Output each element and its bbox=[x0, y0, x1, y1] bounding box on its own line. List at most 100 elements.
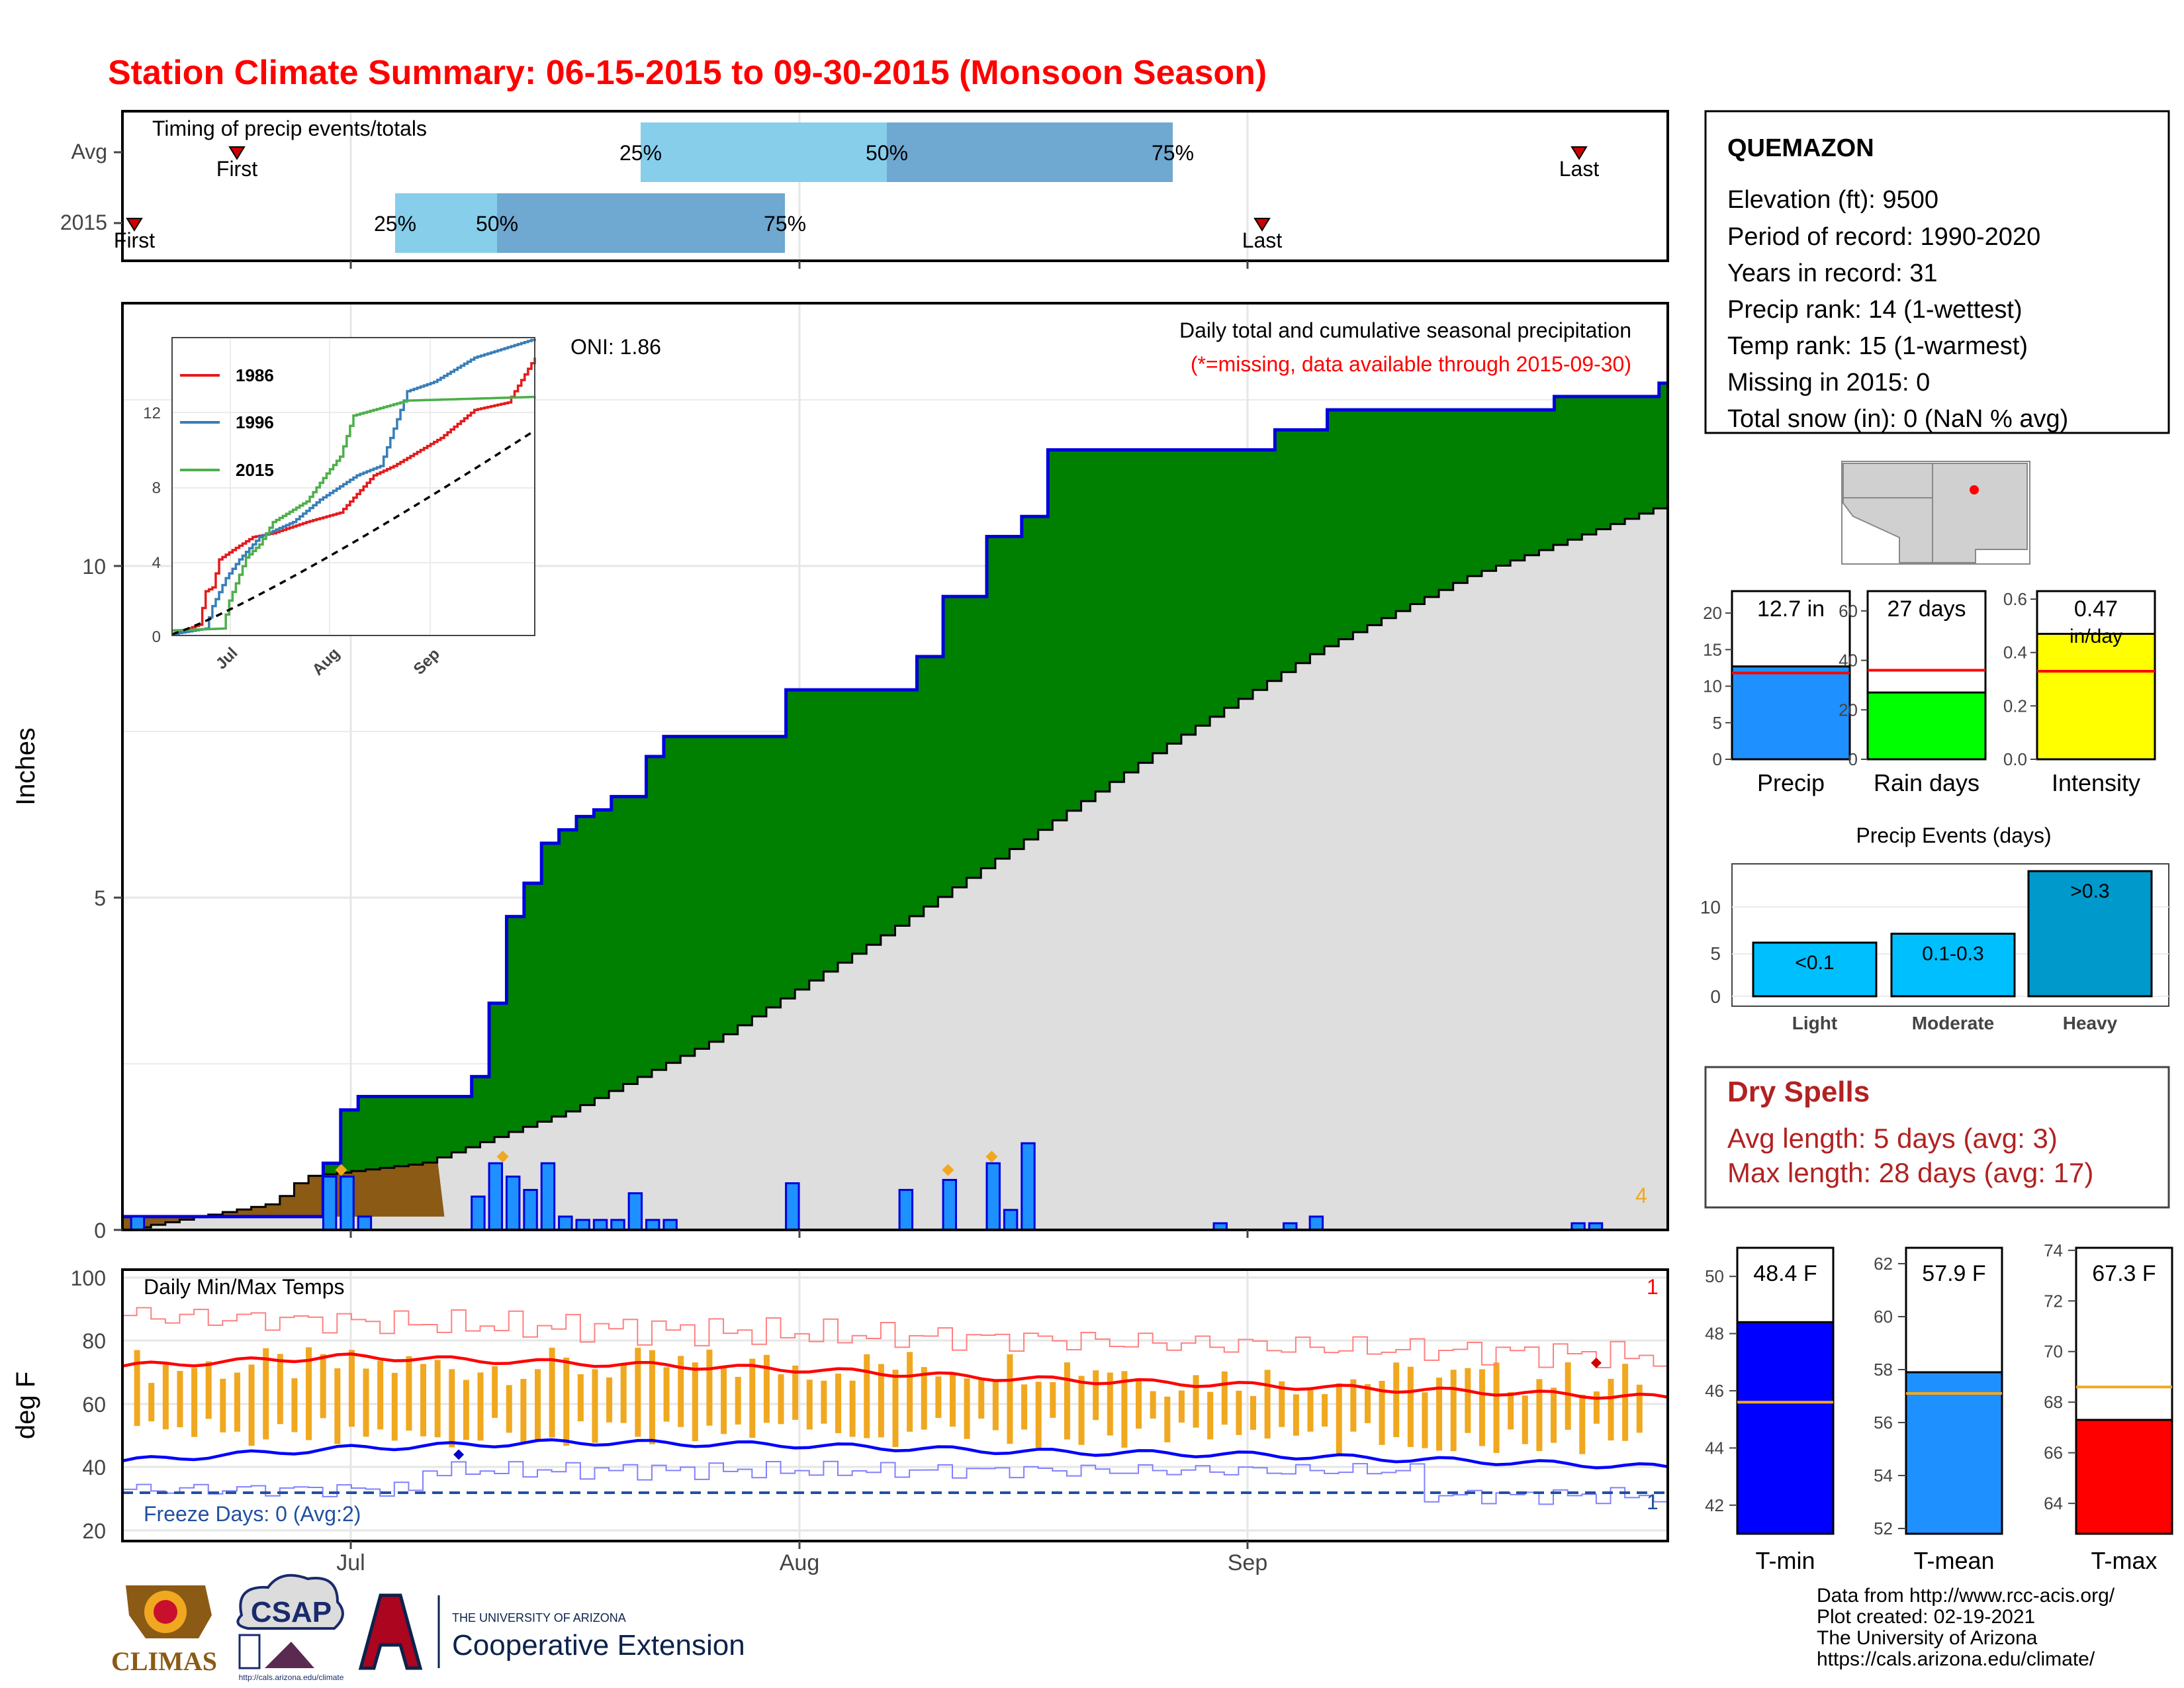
daily-temp-range-bar bbox=[1007, 1354, 1013, 1444]
daily-temp-range-bar bbox=[1307, 1387, 1314, 1432]
daily-temp-range-bar bbox=[291, 1378, 298, 1432]
freeze-label: Freeze Days: 0 (Avg:2) bbox=[144, 1502, 361, 1526]
daily-temp-range-bar bbox=[134, 1350, 140, 1427]
timing-row-avg: Avg bbox=[71, 140, 107, 164]
inset-line-1996 bbox=[172, 338, 536, 635]
daily-temp-range-bar bbox=[1164, 1396, 1171, 1442]
daily-precip-bar bbox=[985, 1162, 1001, 1231]
daily-temp-range-bar bbox=[1336, 1383, 1342, 1454]
daily-temp-range-bar bbox=[434, 1360, 441, 1438]
avg-quartile-50-75 bbox=[887, 122, 1173, 182]
avg-quartile-25-50 bbox=[641, 122, 887, 182]
daily-precip-bar bbox=[1308, 1215, 1324, 1231]
daily-temp-range-bar bbox=[563, 1357, 570, 1446]
precip-events-chart: Precip Events (days) <0.1 Light 0.1-0.3 Mod… bbox=[1700, 823, 2169, 1033]
daily-temp-range-bar bbox=[907, 1352, 913, 1432]
daily-temp-range-bar bbox=[1093, 1370, 1099, 1421]
ua-logo: THE UNIVERSITY OF ARIZONA Cooperative Ex… bbox=[358, 1593, 745, 1670]
footer-credits: Data from http://www.rcc-acis.org/ Plot … bbox=[1817, 1585, 2115, 1670]
daily-precip-bar bbox=[575, 1219, 590, 1231]
xtick-sep: Sep bbox=[1228, 1550, 1268, 1575]
precip-event-bar-light: <0.1 Light bbox=[1752, 941, 1878, 1033]
precip-event-bar-label: >0.3 bbox=[2070, 880, 2109, 902]
precip-event-bar bbox=[1890, 933, 2016, 998]
daily-temp-range-bar bbox=[348, 1350, 355, 1427]
daily-temp-range-bar bbox=[692, 1362, 698, 1442]
daily-temp-range-bar bbox=[463, 1380, 469, 1440]
daily-temp-range-bar bbox=[477, 1372, 484, 1441]
daily-temp-range-bar bbox=[148, 1383, 155, 1422]
daily-temp-range-bar bbox=[878, 1364, 884, 1438]
inset-ytick-12: 12 bbox=[143, 404, 161, 422]
page-title: Station Climate Summary: 06-15-2015 to 0… bbox=[108, 54, 1267, 92]
summary-bar-value bbox=[2036, 633, 2156, 761]
summary-bar-ytick: 0 bbox=[1848, 749, 1858, 769]
station-period: Period of record: 1990-2020 bbox=[1727, 223, 2040, 251]
daily-temp-range-bar bbox=[534, 1369, 541, 1440]
daily-temp-range-bar bbox=[1450, 1370, 1457, 1452]
temp-bar-ytick: 50 bbox=[1705, 1266, 1724, 1286]
temp-bar-ytick: 66 bbox=[2044, 1443, 2063, 1463]
temp-bar-t-mean: 57.9 F T-mean 52 54 56 58 60 62 bbox=[1874, 1246, 2003, 1574]
daily-temp-range-bar bbox=[391, 1372, 398, 1441]
summary-bar-rain-days: 27 days Rain days 0 20 40 60 bbox=[1839, 590, 1987, 796]
daily-temp-range-bar bbox=[1221, 1371, 1228, 1425]
temp-panel: deg F Daily Min/Max Temps Freeze Days: 0… bbox=[11, 1266, 1669, 1575]
summary-bar-ytick: 0.4 bbox=[2003, 643, 2027, 663]
daily-temp-range-bar bbox=[1379, 1381, 1385, 1445]
temp-bar-ytick: 44 bbox=[1705, 1438, 1724, 1458]
y2015-p75-label: 75% bbox=[764, 212, 806, 236]
temp-count-top: 1 bbox=[1647, 1275, 1659, 1299]
temp-bar-t-min: 48.4 F T-min 42 44 46 48 50 bbox=[1705, 1246, 1835, 1574]
daily-temp-range-bar bbox=[1178, 1390, 1185, 1423]
summary-bar-value-label: 27 days bbox=[1887, 596, 1966, 622]
daily-temp-range-bar bbox=[1021, 1384, 1028, 1430]
daily-temp-range-bar bbox=[205, 1361, 212, 1419]
daily-temp-range-bar bbox=[864, 1354, 870, 1438]
precip-event-bar bbox=[2027, 870, 2153, 998]
precip-ylabel: Inches bbox=[11, 727, 40, 806]
daily-temp-range-bar bbox=[1565, 1362, 1571, 1430]
daily-temp-range-bar bbox=[277, 1354, 283, 1425]
summary-bar-value bbox=[1731, 665, 1851, 761]
inset-ytick-4: 4 bbox=[152, 554, 161, 572]
daily-temp-range-bar bbox=[220, 1378, 226, 1432]
footer-line-3: The University of Arizona bbox=[1817, 1627, 2038, 1649]
temp-bar-ytick: 60 bbox=[1874, 1307, 1893, 1327]
temp-bar-ytick: 74 bbox=[2044, 1241, 2063, 1260]
station-years: Years in record: 31 bbox=[1727, 259, 1938, 287]
precip-event-bar-label: 0.1-0.3 bbox=[1922, 943, 1983, 965]
daily-temp-range-bar bbox=[1593, 1391, 1600, 1424]
precip-subheader: (*=missing, data available through 2015-… bbox=[1191, 352, 1631, 376]
daily-temp-range-bar bbox=[1350, 1379, 1357, 1432]
daily-temp-range-bar bbox=[506, 1385, 512, 1433]
precip-event-bar-moderate: 0.1-0.3 Moderate bbox=[1890, 933, 2016, 1033]
avg-first-marker bbox=[228, 146, 246, 160]
summary-bar-unit-label: in/day bbox=[2070, 626, 2122, 647]
y2015-p25-label: 25% bbox=[374, 212, 416, 236]
precip-event-bar-heavy: >0.3 Heavy bbox=[2027, 870, 2153, 1033]
summary-bar-ytick: 5 bbox=[1713, 713, 1722, 733]
station-elevation: Elevation (ft): 9500 bbox=[1727, 186, 1938, 214]
temp-ytick-80: 80 bbox=[82, 1329, 106, 1353]
summary-bar-ytick: 0.0 bbox=[2003, 749, 2027, 769]
daily-temp-range-bar bbox=[606, 1377, 613, 1423]
daily-temp-range-bar bbox=[1121, 1371, 1128, 1448]
record-marker bbox=[942, 1164, 954, 1176]
daily-temp-range-bar bbox=[1436, 1378, 1443, 1451]
temp-bar-ytick: 58 bbox=[1874, 1360, 1893, 1380]
daily-precip-bar bbox=[340, 1175, 355, 1231]
summary-bar-value-label: 0.47 bbox=[2074, 596, 2118, 622]
daily-temp-range-bar bbox=[406, 1356, 412, 1431]
temp-bar-ytick: 52 bbox=[1874, 1519, 1893, 1538]
daily-precip-bar bbox=[898, 1189, 914, 1231]
daily-temp-range-bar bbox=[1322, 1394, 1328, 1427]
daily-temp-range-bar bbox=[520, 1379, 527, 1444]
temp-bar-ytick: 72 bbox=[2044, 1291, 2063, 1311]
ua-big-text: Cooperative Extension bbox=[452, 1629, 745, 1662]
dry-spells-title: Dry Spells bbox=[1727, 1076, 1870, 1108]
daily-temp-range-bar bbox=[177, 1370, 183, 1428]
daily-temp-range-bar bbox=[377, 1360, 384, 1430]
